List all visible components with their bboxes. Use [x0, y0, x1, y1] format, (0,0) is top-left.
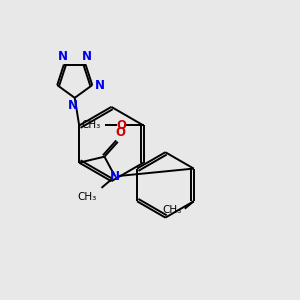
Text: N: N	[68, 99, 78, 112]
Text: N: N	[57, 50, 68, 63]
Text: CH₃: CH₃	[78, 192, 97, 203]
Text: N: N	[95, 79, 105, 92]
Text: N: N	[110, 169, 120, 182]
Text: O: O	[117, 119, 127, 132]
Text: N: N	[82, 50, 92, 63]
Text: CH₃: CH₃	[163, 205, 182, 215]
Text: CH₃: CH₃	[81, 121, 101, 130]
Text: O: O	[115, 126, 125, 140]
